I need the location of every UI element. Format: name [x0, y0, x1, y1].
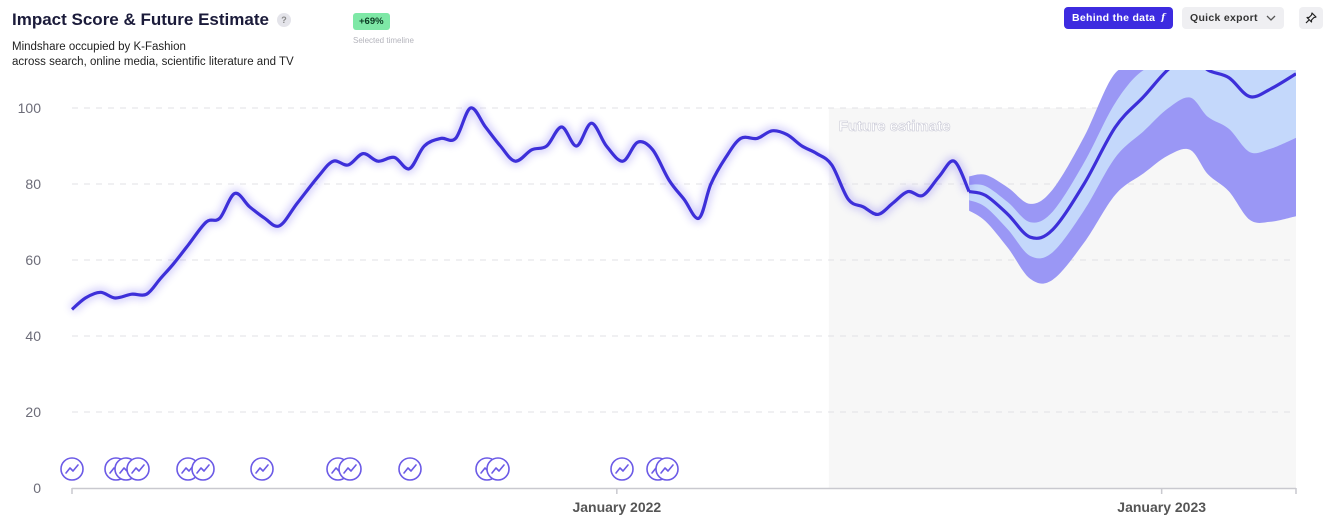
timeline-change: +69% Selected timeline: [353, 11, 414, 45]
x-tick-label: January 2023: [1117, 499, 1206, 515]
event-marker-icon[interactable]: [398, 457, 422, 481]
event-marker-icon[interactable]: [486, 457, 510, 481]
behind-the-data-button[interactable]: Behind the data f: [1064, 7, 1174, 29]
pin-icon: [1305, 12, 1317, 24]
forecast-inner-band: [969, 70, 1296, 259]
y-tick-label: 0: [33, 480, 41, 496]
y-axis: 0 20 40 60 80 100: [18, 100, 42, 496]
page-title: Impact Score & Future Estimate: [12, 10, 269, 29]
chevron-down-icon: [1266, 15, 1276, 21]
quick-export-label: Quick export: [1190, 12, 1258, 24]
help-icon[interactable]: ?: [276, 13, 291, 27]
grid: [72, 107, 1296, 413]
future-estimate-label: Future estimate: [839, 118, 951, 135]
event-marker-icon[interactable]: [191, 457, 215, 481]
title-row: Impact Score & Future Estimate ?: [12, 10, 291, 30]
x-tick-label: January 2022: [572, 499, 661, 515]
subtitle: Mindshare occupied by K-Fashion across s…: [12, 40, 294, 70]
y-tick-label: 40: [25, 328, 41, 344]
historical-line: [70, 106, 971, 311]
behind-the-data-label: Behind the data: [1072, 12, 1156, 24]
change-badge: +69%: [353, 13, 390, 30]
event-marker-icon[interactable]: [338, 457, 362, 481]
change-caption: Selected timeline: [353, 36, 414, 45]
event-marker-icon[interactable]: [126, 457, 150, 481]
x-axis: January 2022 January 2023: [71, 487, 1297, 515]
event-marker-icon[interactable]: [655, 457, 679, 481]
event-marker-icon[interactable]: [60, 457, 84, 481]
y-tick-label: 80: [25, 176, 41, 192]
subtitle-line-1: Mindshare occupied by K-Fashion: [12, 41, 186, 53]
pin-button[interactable]: [1299, 7, 1323, 29]
event-markers: [60, 457, 679, 481]
function-icon: f: [1161, 13, 1166, 23]
y-tick-label: 100: [18, 100, 42, 116]
y-tick-label: 20: [25, 404, 41, 420]
y-tick-label: 60: [25, 252, 41, 268]
quick-export-button[interactable]: Quick export: [1182, 7, 1284, 29]
event-marker-icon[interactable]: [250, 457, 274, 481]
event-marker-icon[interactable]: [610, 457, 634, 481]
forecast-line: [968, 70, 1296, 240]
subtitle-line-2: across search, online media, scientific …: [12, 56, 294, 68]
